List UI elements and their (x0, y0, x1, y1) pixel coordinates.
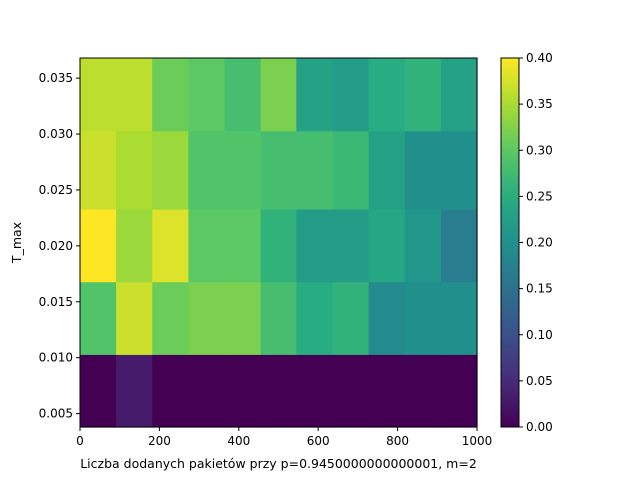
heatmap-cell (188, 208, 226, 283)
heatmap-cell (260, 58, 297, 132)
heatmap-cell (116, 208, 153, 283)
y-axis: 0.005 0.010 0.015 0.020 0.025 0.030 0.035 (39, 71, 80, 421)
colorbar-tick-label: 0.15 (526, 282, 553, 296)
x-tick-label: 800 (386, 434, 409, 448)
heatmap-cell (224, 208, 262, 283)
colorbar-tick-label: 0.20 (526, 236, 553, 250)
heatmap-cell (296, 281, 334, 355)
heatmap-cell (440, 58, 478, 132)
y-tick-label: 0.030 (39, 127, 73, 141)
x-tick-label: 200 (148, 434, 171, 448)
plot-frame (79, 57, 478, 428)
x-tick-label: 0 (76, 434, 84, 448)
heatmap-cell (80, 281, 117, 355)
heatmap-cell (80, 130, 117, 210)
heatmap-cell (152, 354, 189, 428)
heatmap-cell (80, 208, 117, 283)
heatmap-cell (224, 281, 262, 355)
colorbar-tick-label: 0.00 (526, 420, 553, 434)
y-axis-label: T_max (9, 222, 24, 264)
heatmap-cell (116, 281, 153, 355)
heatmap-cell (404, 354, 442, 428)
x-tick-label: 600 (307, 434, 330, 448)
heatmap-cell (260, 281, 297, 355)
y-tick-label: 0.010 (39, 351, 73, 365)
heatmap-cell (152, 208, 189, 283)
colorbar-tick-label: 0.35 (526, 97, 553, 111)
heatmap-cell (116, 130, 153, 210)
heatmap-cell (80, 58, 117, 132)
x-axis-label: Liczba dodanych pakietów przy p=0.945000… (80, 456, 477, 471)
heatmap-cell (368, 58, 406, 132)
colorbar (501, 58, 519, 427)
heatmap-cell (152, 130, 189, 210)
heatmap-cell (80, 354, 117, 428)
heatmap-cell (404, 208, 442, 283)
heatmap-cell (188, 58, 226, 132)
colorbar-tick-label: 0.10 (526, 328, 553, 342)
heatmap-cell (188, 281, 226, 355)
y-tick-label: 0.015 (39, 295, 73, 309)
heatmap-cell (224, 58, 262, 132)
heatmap-cell (404, 58, 442, 132)
heatmap-cell (404, 130, 442, 210)
heatmap-cell (440, 208, 478, 283)
y-tick-label: 0.005 (39, 407, 73, 421)
heatmap-cell (188, 130, 226, 210)
heatmap-cell (440, 281, 478, 355)
x-tick-label: 400 (227, 434, 250, 448)
heatmap-cell (260, 354, 297, 428)
colorbar-axis: 0.00 0.05 0.10 0.15 0.20 0.25 0.30 0.35 0.40 (519, 51, 553, 434)
y-tick-label: 0.025 (39, 183, 73, 197)
heatmap-cells (80, 58, 478, 428)
colorbar-tick-label: 0.40 (526, 51, 553, 65)
heatmap-cell (368, 281, 406, 355)
heatmap-cell (332, 208, 370, 283)
heatmap-cell (296, 208, 334, 283)
colorbar-tick-label: 0.05 (526, 374, 553, 388)
y-tick-label: 0.035 (39, 71, 73, 85)
heatmap-cell (296, 58, 334, 132)
heatmap-cell (368, 130, 406, 210)
x-tick-label: 1000 (462, 434, 493, 448)
heatmap-cell (260, 130, 297, 210)
colorbar-tick-label: 0.30 (526, 143, 553, 157)
heatmap-cell (332, 130, 370, 210)
heatmap-cell (224, 130, 262, 210)
y-tick-label: 0.020 (39, 239, 73, 253)
heatmap-cell (152, 58, 189, 132)
heatmap-cell (332, 354, 370, 428)
heatmap-cell (224, 354, 262, 428)
heatmap-cell (404, 281, 442, 355)
colorbar-tick-label: 0.25 (526, 189, 553, 203)
x-axis: 0 200 400 600 800 1000 (76, 427, 492, 448)
heatmap-cell (332, 58, 370, 132)
heatmap-cell (116, 354, 153, 428)
heatmap-cell (260, 208, 297, 283)
heatmap-cell (368, 354, 406, 428)
heatmap-cell (296, 130, 334, 210)
heatmap-cell (332, 281, 370, 355)
heatmap-cell (368, 208, 406, 283)
heatmap-cell (440, 354, 478, 428)
heatmap-cell (116, 58, 153, 132)
heatmap-cell (440, 130, 478, 210)
heatmap-cell (188, 354, 226, 428)
heatmap-cell (296, 354, 334, 428)
heatmap-cell (152, 281, 189, 355)
